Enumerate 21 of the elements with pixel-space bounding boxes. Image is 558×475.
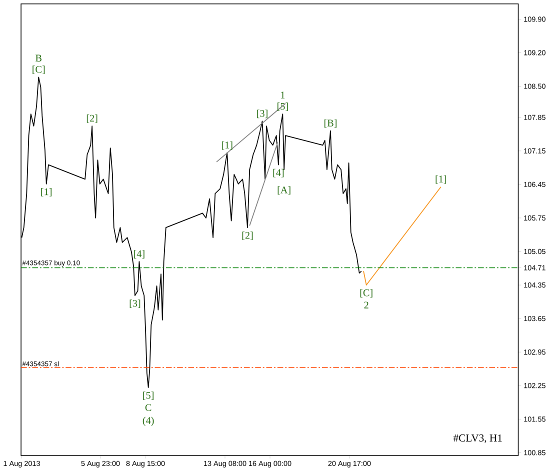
annotation: [C]: [360, 289, 372, 298]
annotation: [B]: [324, 119, 336, 128]
annotation: [C]: [32, 66, 45, 74]
annotation: [4]: [273, 168, 284, 178]
annotation: #CLV3, H1: [453, 434, 502, 444]
annotation: [5]: [278, 102, 288, 111]
annotation: [2]: [242, 232, 253, 240]
annotation: [1]: [41, 188, 52, 196]
annotation: [3]: [257, 110, 268, 118]
annotation: [A]: [278, 186, 290, 195]
annotation: [1]: [222, 141, 232, 150]
annotation: (4): [142, 416, 154, 426]
annotation: B: [36, 54, 42, 62]
annotation: [3]: [130, 300, 140, 308]
annotation: 1: [281, 92, 285, 98]
annotation: [5]: [143, 392, 154, 400]
annotation: [2]: [86, 114, 98, 123]
annotation: [4]: [134, 250, 144, 258]
annotation: 2: [364, 302, 368, 308]
annotation: [1]: [436, 175, 446, 184]
annotation: C: [145, 404, 152, 412]
